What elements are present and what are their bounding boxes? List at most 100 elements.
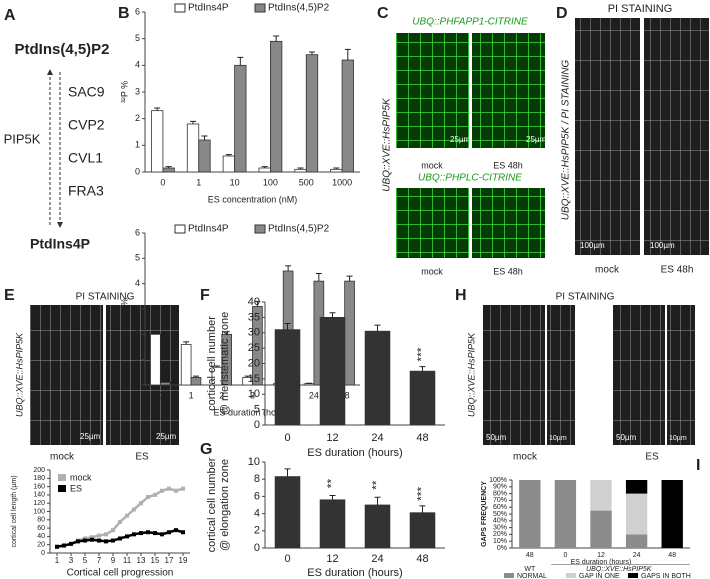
phosphatase: FRA3 <box>68 183 104 199</box>
x-tick-label: 0 <box>158 390 163 400</box>
legend-label: PtdIns(4,5)P2 <box>268 3 330 14</box>
bar <box>344 280 355 386</box>
error-bar <box>419 505 426 513</box>
bar <box>364 330 391 426</box>
error-bar <box>223 331 230 335</box>
bar <box>222 155 235 173</box>
error-bar <box>284 468 291 477</box>
point <box>83 536 87 541</box>
y-tick-label: 5 <box>135 253 140 263</box>
bar <box>270 40 283 173</box>
panel-letter: B <box>118 5 130 22</box>
bar <box>409 370 436 426</box>
bar-segment <box>590 510 612 548</box>
micrograph <box>396 33 469 148</box>
micrograph <box>396 188 469 258</box>
significance: ** <box>325 479 339 489</box>
y-tick-label: 0 <box>135 166 140 176</box>
x-tick-label: 24 <box>309 390 319 400</box>
x-tick-label: 10 <box>230 177 240 187</box>
panel-letter: D <box>556 5 568 22</box>
y-tick-label: 180 <box>33 475 45 482</box>
point <box>167 486 171 491</box>
bar <box>319 316 346 426</box>
error-bar <box>273 35 280 42</box>
y-tick-label: 4 <box>254 508 260 520</box>
point <box>69 541 73 546</box>
bar <box>303 383 315 386</box>
point <box>146 530 150 535</box>
y-tick-label: 0 <box>254 542 260 554</box>
bar <box>274 329 301 426</box>
x-tick-label: 1000 <box>332 177 352 187</box>
panel-letter: G <box>200 441 212 458</box>
point <box>153 492 157 497</box>
y-tick-label: 50% <box>493 511 507 518</box>
error-bar <box>162 380 169 383</box>
y-tick-label: 3 <box>135 86 140 96</box>
y-axis-label: ³²P % <box>119 298 129 320</box>
condition: mock <box>595 265 620 276</box>
micrograph <box>106 305 179 445</box>
condition: ES 48h <box>493 266 523 276</box>
bar <box>409 512 436 549</box>
error-bar <box>201 135 208 140</box>
y-tick-label: 40 <box>37 533 45 540</box>
error-bar <box>297 167 304 170</box>
y-tick-label: 80 <box>37 517 45 524</box>
legend-label: GAP IN ONE <box>579 573 620 579</box>
y-axis-label: ³²P % <box>119 81 129 103</box>
error-bar <box>374 496 381 505</box>
error-bar <box>285 265 292 271</box>
error-bar <box>346 275 353 282</box>
error-bar <box>284 323 291 330</box>
x-tick-label: 12 <box>326 432 338 444</box>
x-tick-label: 11 <box>123 556 132 565</box>
point <box>125 534 129 539</box>
point <box>167 530 171 535</box>
x-axis-label: ES duration (hours) <box>307 447 402 459</box>
y-tick-label: 25 <box>248 342 260 354</box>
x-tick-label: 2 <box>219 390 224 400</box>
x-axis-label: Cortical cell progression <box>67 568 174 579</box>
x-axis-label: ES concentration (nM) <box>208 194 298 204</box>
y-tick-label: 30 <box>248 327 260 339</box>
y-tick-label: 35 <box>248 311 260 323</box>
error-bar <box>419 366 426 372</box>
bar-segment <box>625 480 648 494</box>
point <box>118 536 122 541</box>
point <box>104 539 108 544</box>
y-tick-label: 1 <box>135 140 140 150</box>
point <box>153 531 157 536</box>
point <box>111 538 115 543</box>
micrograph <box>483 305 545 445</box>
error-bar <box>254 300 261 307</box>
point <box>160 488 164 493</box>
x-tick-label: 3 <box>69 556 74 565</box>
error-bar <box>165 166 172 168</box>
point <box>181 530 185 535</box>
bar-segment <box>590 480 612 511</box>
bar-segment <box>625 493 648 535</box>
legend-swatch <box>504 573 514 578</box>
y-tick-label: 6 <box>135 227 140 237</box>
bar <box>151 110 164 173</box>
genotype: UBQ::XVE::HsPIP5K <box>382 97 393 192</box>
bar <box>180 344 192 386</box>
bar <box>190 376 202 386</box>
y-axis-label: cortical cell number <box>206 316 218 411</box>
scale-bar: 25µm <box>80 432 101 441</box>
point <box>160 532 164 537</box>
x-tick-label: 19 <box>179 556 188 565</box>
panel-letter: F <box>200 287 210 304</box>
significance: ** <box>370 480 384 490</box>
x-tick-label: 13 <box>137 556 146 565</box>
bar-segment <box>625 534 648 548</box>
scale-bar: 50µm <box>486 433 507 442</box>
x-tick-label: 24 <box>371 553 383 565</box>
x-tick-label: 24 <box>371 432 383 444</box>
error-bar <box>333 167 340 170</box>
point <box>118 519 122 524</box>
legend-label: PtdIns(4,5)P2 <box>268 224 330 235</box>
error-bar <box>213 365 220 368</box>
